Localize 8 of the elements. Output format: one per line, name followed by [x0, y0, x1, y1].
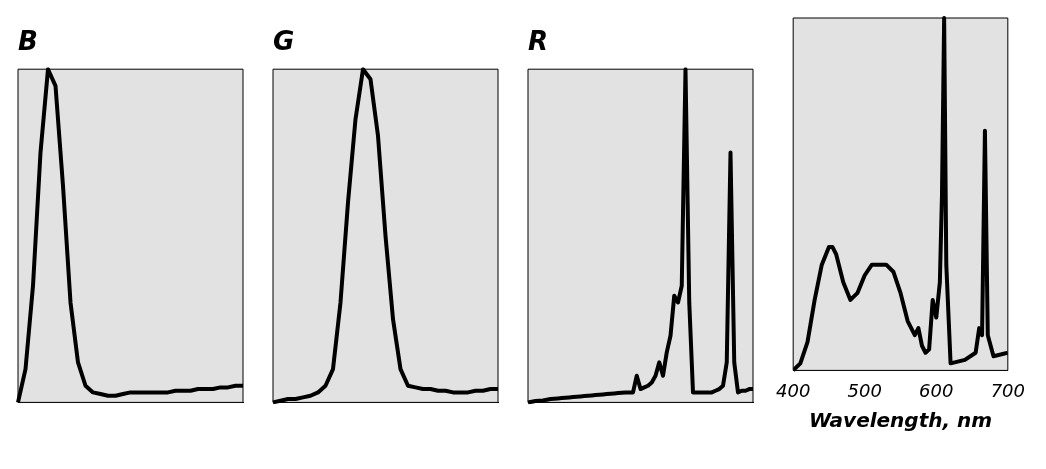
x-tick-label: 700	[990, 379, 1025, 401]
x-tick-label: 400	[776, 379, 811, 401]
chart-title: B	[18, 26, 38, 57]
x-axis-title: Wavelength, nm	[808, 408, 993, 433]
chart-title: R	[528, 26, 549, 57]
x-tick-label: 500	[847, 379, 882, 401]
chart-title: G	[273, 26, 295, 57]
x-tick-label: 600	[919, 379, 954, 401]
